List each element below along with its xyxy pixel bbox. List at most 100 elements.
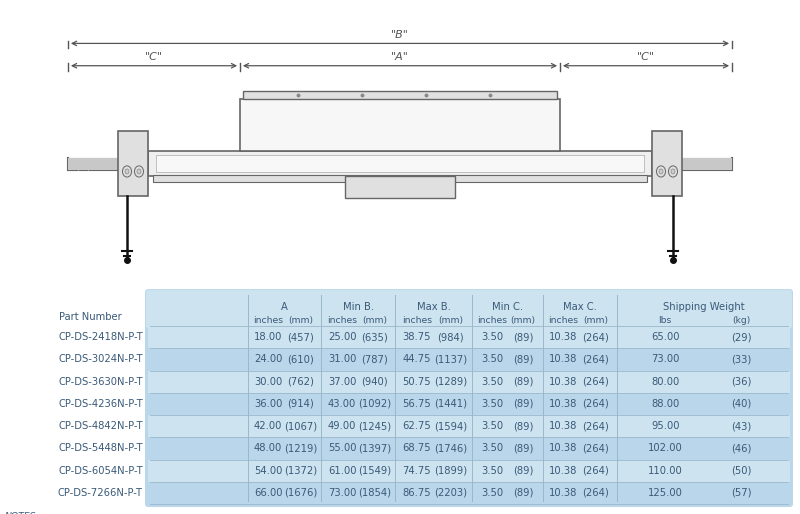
Text: 110.00: 110.00 [648,466,682,475]
Text: 42.00: 42.00 [254,421,282,431]
Text: (57): (57) [731,488,752,498]
Text: (1676): (1676) [284,488,318,498]
Text: (264): (264) [582,488,610,498]
Text: 62.75: 62.75 [402,421,431,431]
Text: Shipping Weight: Shipping Weight [662,302,744,312]
Text: (89): (89) [513,332,534,342]
Text: A: A [281,302,288,312]
Bar [148,482,790,504]
Text: "B": "B" [391,30,409,40]
Text: (1746): (1746) [434,444,467,453]
Text: CP-DS-6054N-P-T: CP-DS-6054N-P-T [58,466,143,475]
Text: 88.00: 88.00 [651,399,679,409]
Text: (264): (264) [582,377,610,387]
Bar [652,132,682,196]
Text: 54.00: 54.00 [254,466,282,475]
Text: (89): (89) [513,377,534,387]
Circle shape [134,166,143,177]
Bar [148,460,790,482]
Text: Max B.: Max B. [417,302,450,312]
Text: inches: inches [253,316,283,325]
Text: 3.50: 3.50 [481,399,503,409]
Text: 95.00: 95.00 [651,421,679,431]
Text: (264): (264) [582,444,610,453]
Text: inches: inches [402,316,432,325]
Text: (40): (40) [731,399,751,409]
Text: 3.50: 3.50 [481,377,503,387]
Text: (914): (914) [287,399,314,409]
FancyBboxPatch shape [145,289,793,507]
Text: 65.00: 65.00 [651,332,679,342]
Text: 3.50: 3.50 [481,332,503,342]
Text: 44.75: 44.75 [402,355,431,364]
Text: 61.00: 61.00 [328,466,356,475]
Bar [148,348,790,371]
Text: (89): (89) [513,444,534,453]
Text: (1372): (1372) [284,466,318,475]
Bar [148,326,790,348]
Text: 80.00: 80.00 [651,377,679,387]
Text: (264): (264) [582,332,610,342]
Text: 86.75: 86.75 [402,488,431,498]
Text: (89): (89) [513,399,534,409]
Text: (1092): (1092) [358,399,391,409]
Text: (1899): (1899) [434,466,467,475]
Text: CP-DS-3024N-P-T: CP-DS-3024N-P-T [58,355,143,364]
Circle shape [669,166,678,177]
Text: 30.00: 30.00 [254,377,282,387]
Text: (33): (33) [731,355,751,364]
Text: (2203): (2203) [434,488,467,498]
Text: 10.38: 10.38 [550,466,578,475]
Text: (762): (762) [287,377,314,387]
Text: (1397): (1397) [358,444,391,453]
Text: 10.38: 10.38 [550,399,578,409]
Text: (1219): (1219) [284,444,318,453]
Text: 55.00: 55.00 [328,444,356,453]
Text: 10.38: 10.38 [550,355,578,364]
Text: CP-DS-4842N-P-T: CP-DS-4842N-P-T [58,421,143,431]
Text: 10.38: 10.38 [550,444,578,453]
Text: Part Number: Part Number [59,312,122,322]
Text: 18.00: 18.00 [254,332,282,342]
FancyBboxPatch shape [146,290,792,328]
Bar [148,371,790,393]
Text: 24.00: 24.00 [254,355,282,364]
Text: (89): (89) [513,355,534,364]
Text: (984): (984) [438,332,464,342]
Text: 56.75: 56.75 [402,399,431,409]
Text: (1137): (1137) [434,355,467,364]
Text: (mm): (mm) [583,316,609,325]
Text: (36): (36) [731,377,752,387]
Text: (1854): (1854) [358,488,391,498]
Text: (mm): (mm) [438,316,463,325]
Text: Max C.: Max C. [563,302,597,312]
Text: 102.00: 102.00 [648,444,682,453]
Text: 10.38: 10.38 [550,377,578,387]
Text: (89): (89) [513,421,534,431]
Text: (43): (43) [731,421,751,431]
Text: 10.38: 10.38 [550,332,578,342]
Text: (1594): (1594) [434,421,467,431]
Text: 3.50: 3.50 [481,466,503,475]
Text: CP-DS-4236N-P-T: CP-DS-4236N-P-T [58,399,143,409]
Text: 37.00: 37.00 [328,377,356,387]
Text: 66.00: 66.00 [254,488,282,498]
Text: CP-DS-7266N-P-T: CP-DS-7266N-P-T [58,488,143,498]
Bar [243,90,557,99]
Text: lbs: lbs [658,316,672,325]
Text: 49.00: 49.00 [328,421,356,431]
Text: (940): (940) [361,377,388,387]
Text: 3.50: 3.50 [481,444,503,453]
Bar [153,175,647,182]
Text: (1549): (1549) [358,466,391,475]
Text: (mm): (mm) [362,316,387,325]
Text: 31.00: 31.00 [328,355,356,364]
Text: Min B.: Min B. [342,302,374,312]
Bar [118,132,148,196]
Text: NOTES:: NOTES: [5,512,40,514]
Text: (264): (264) [582,466,610,475]
Text: 125.00: 125.00 [648,488,682,498]
Text: (1289): (1289) [434,377,467,387]
Bar [148,415,790,437]
Text: 25.00: 25.00 [328,332,356,342]
